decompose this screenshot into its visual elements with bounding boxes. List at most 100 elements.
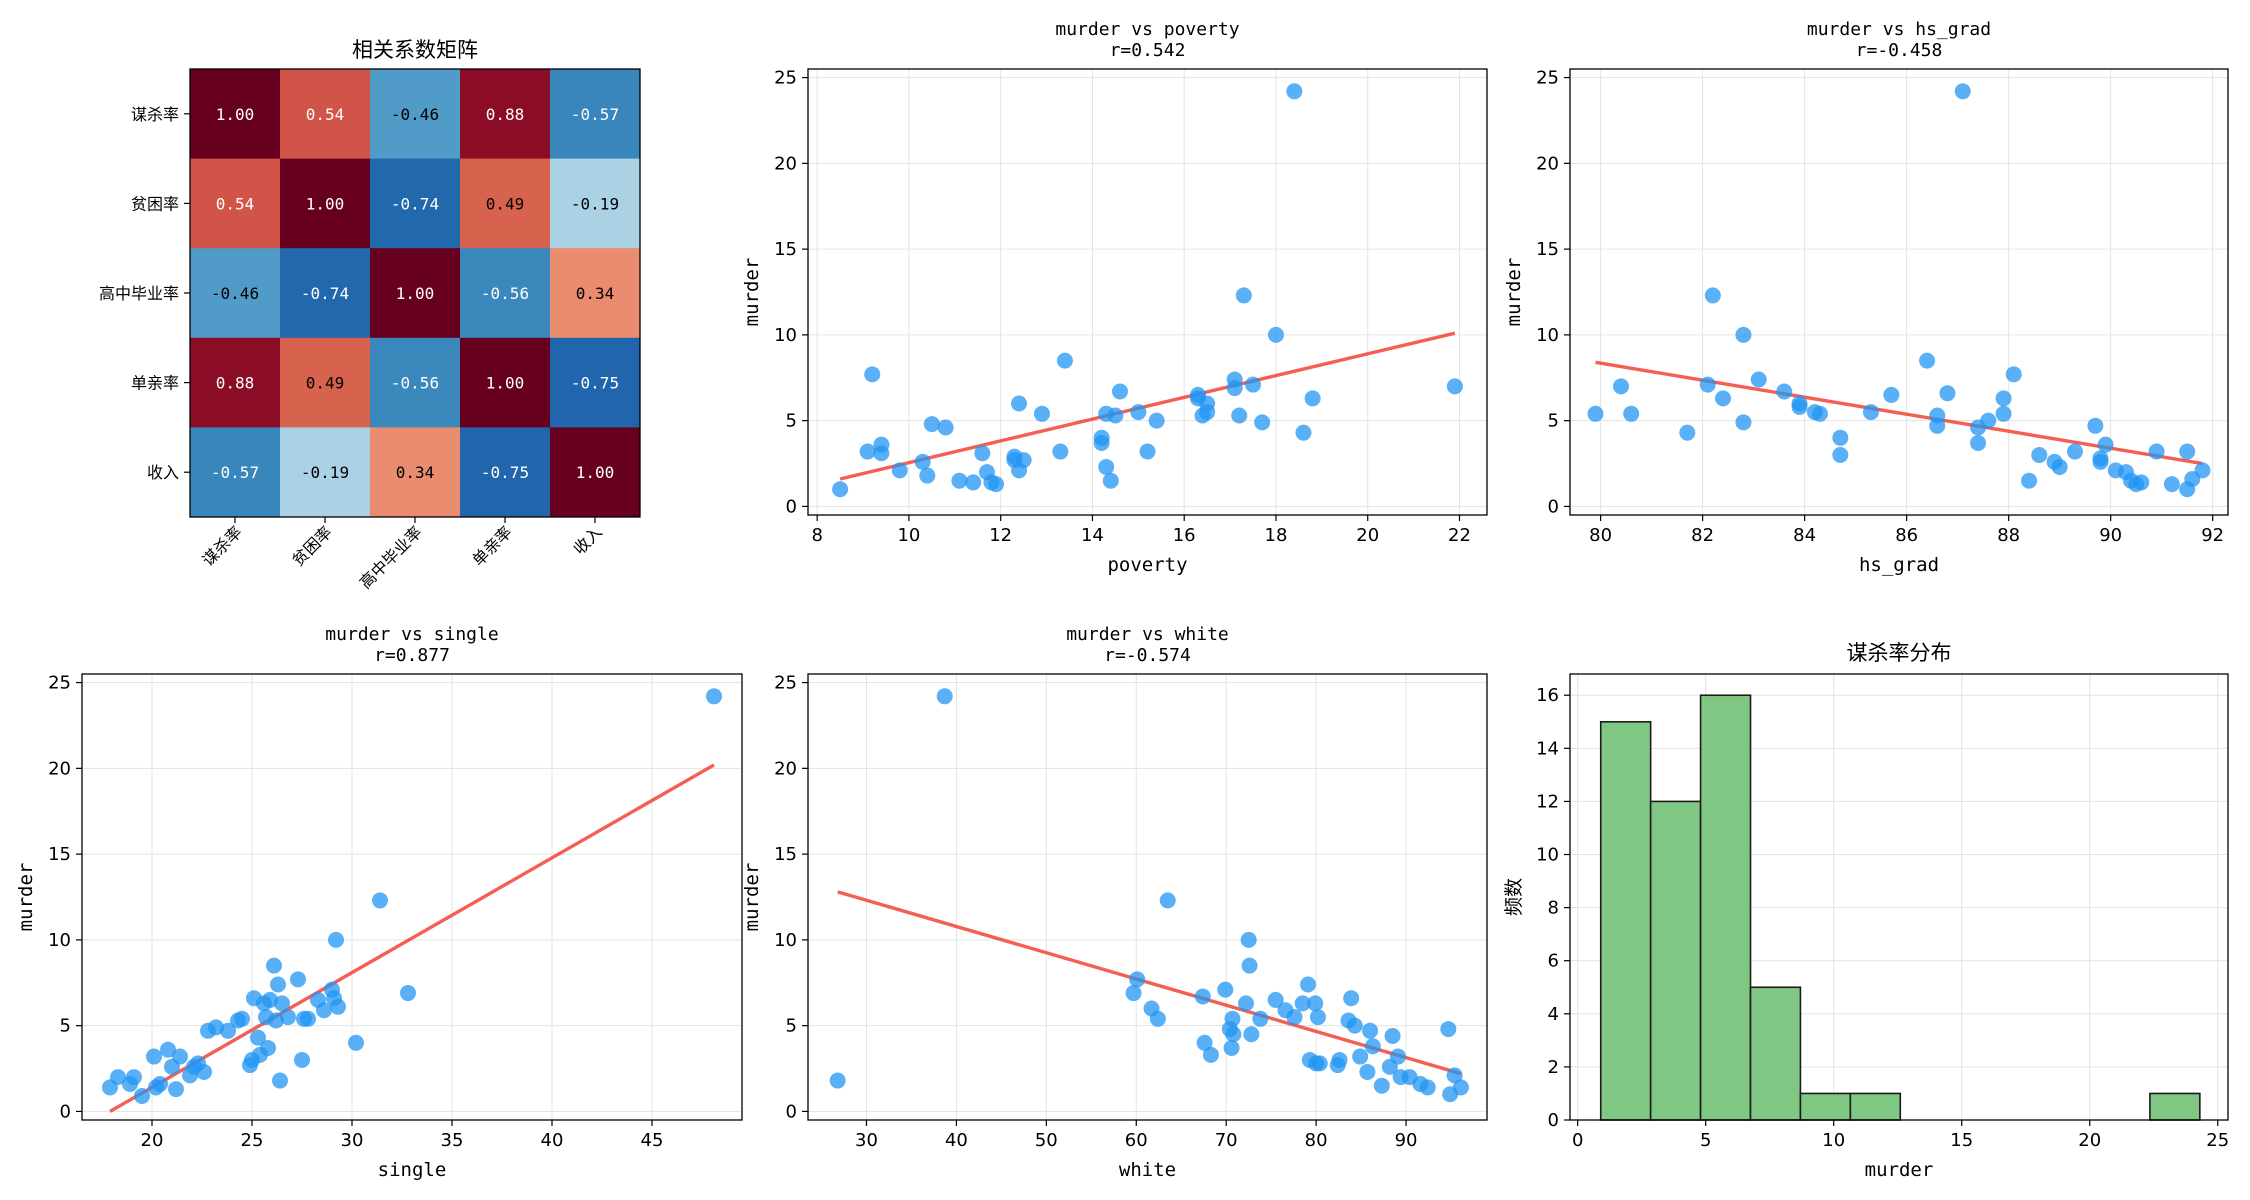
y-tick-label: 0 <box>786 496 797 517</box>
data-point <box>1750 371 1767 388</box>
data-point <box>832 481 849 498</box>
data-point <box>1776 383 1793 400</box>
data-point <box>1286 83 1303 100</box>
data-point <box>1343 990 1360 1007</box>
heatmap-cell <box>280 158 371 249</box>
data-point <box>1199 404 1216 421</box>
data-point <box>936 688 953 705</box>
data-point <box>1286 1009 1303 1026</box>
y-tick-label: 15 <box>774 239 797 260</box>
x-tick-label: 25 <box>2206 1130 2229 1151</box>
y-tick-label: 14 <box>1536 738 1559 759</box>
heatmap-cell <box>460 337 551 428</box>
data-point <box>160 1041 176 1058</box>
x-tick-label: 22 <box>1448 525 1471 546</box>
x-tick-label: 70 <box>1215 1130 1238 1151</box>
x-tick-label: 30 <box>341 1130 364 1151</box>
data-point <box>1125 985 1142 1002</box>
y-tick-label: 5 <box>1548 411 1559 432</box>
data-point <box>300 1010 316 1027</box>
data-point <box>1202 1046 1219 1063</box>
data-point <box>1225 1026 1242 1043</box>
plot-frame <box>81 673 743 1121</box>
y-tick-label: 10 <box>1536 845 1559 866</box>
y-tick-label: 10 <box>774 325 797 346</box>
data-point <box>172 1048 188 1065</box>
data-point <box>1107 407 1124 424</box>
data-point <box>1129 971 1146 988</box>
x-tick-label: 45 <box>641 1130 664 1151</box>
data-point <box>1364 1038 1381 1055</box>
data-point <box>1970 434 1987 451</box>
data-point <box>290 971 306 988</box>
y-tick-label: 25 <box>774 673 797 694</box>
data-point <box>1093 434 1110 451</box>
x-tick-label: 40 <box>945 1130 968 1151</box>
heatmap-cell <box>190 427 281 518</box>
trend-line <box>109 763 715 1113</box>
data-point <box>1679 424 1696 441</box>
y-tick-label: 25 <box>774 68 797 89</box>
data-point <box>1791 398 1808 415</box>
x-tick-label: 80 <box>1305 1130 1328 1151</box>
heatmap-value: -0.19 <box>301 463 349 482</box>
x-axis-label: hs_grad <box>1859 554 1939 576</box>
data-point <box>1254 414 1271 431</box>
chart-title: murder vs single <box>325 624 498 645</box>
histogram-bar <box>1849 1092 1902 1121</box>
x-tick-label: 单亲率 <box>468 522 515 569</box>
data-point <box>1389 1048 1406 1065</box>
y-tick-label: 12 <box>1536 791 1559 812</box>
x-axis-label: poverty <box>1107 554 1187 576</box>
heatmap-cell <box>550 248 641 339</box>
data-point <box>1419 1079 1436 1096</box>
data-point <box>272 1072 288 1089</box>
y-tick-label: 谋杀率 <box>131 105 179 124</box>
heatmap-value: -0.75 <box>571 374 619 393</box>
heatmap-value: -0.56 <box>481 284 529 303</box>
x-tick-label: 82 <box>1691 525 1714 546</box>
chart-title: murder vs poverty <box>1055 19 1239 40</box>
y-tick-label: 15 <box>774 844 797 865</box>
data-point <box>1223 1039 1240 1056</box>
data-point <box>270 976 286 993</box>
data-point <box>1098 458 1115 475</box>
data-point <box>873 445 890 462</box>
data-point <box>2092 453 2109 470</box>
heatmap-value: 0.49 <box>486 194 525 213</box>
data-point <box>1307 995 1324 1012</box>
data-point <box>829 1072 846 1089</box>
data-point <box>951 472 968 489</box>
data-point <box>110 1069 126 1086</box>
heatmap-cell <box>280 69 371 160</box>
data-point <box>234 1010 250 1027</box>
histogram-bar <box>1749 986 1802 1121</box>
heatmap-cell <box>370 69 461 160</box>
data-point <box>1995 390 2012 407</box>
heatmap-value: 0.34 <box>396 463 435 482</box>
data-point <box>294 1051 310 1068</box>
heatmap-cell <box>370 158 461 249</box>
data-point <box>1832 429 1849 446</box>
data-point <box>1587 405 1604 422</box>
heatmap-value: 1.00 <box>576 463 615 482</box>
y-axis-label: murder <box>1503 258 1525 327</box>
x-tick-label: 35 <box>441 1130 464 1151</box>
heatmap-value: 0.49 <box>306 374 345 393</box>
data-point <box>1995 405 2012 422</box>
data-point <box>914 453 931 470</box>
histogram-panel: 0 5 10 15 20 25 0 2 4 6 8 10 12 14 16 谋杀率分布 murder 频数 <box>1503 641 2229 1181</box>
data-point <box>1811 405 1828 422</box>
heatmap-cell <box>370 248 461 339</box>
data-point <box>1980 412 1997 429</box>
x-tick-label: 10 <box>897 525 920 546</box>
heatmap-cell <box>190 248 281 339</box>
y-tick-label: 单亲率 <box>131 374 179 393</box>
heatmap-cell <box>280 427 371 518</box>
data-point <box>1309 1009 1326 1026</box>
y-tick-label: 高中毕业率 <box>99 284 179 303</box>
data-point <box>316 1002 332 1019</box>
data-point <box>859 443 876 460</box>
data-point <box>937 419 954 436</box>
heatmap-cell <box>460 427 551 518</box>
